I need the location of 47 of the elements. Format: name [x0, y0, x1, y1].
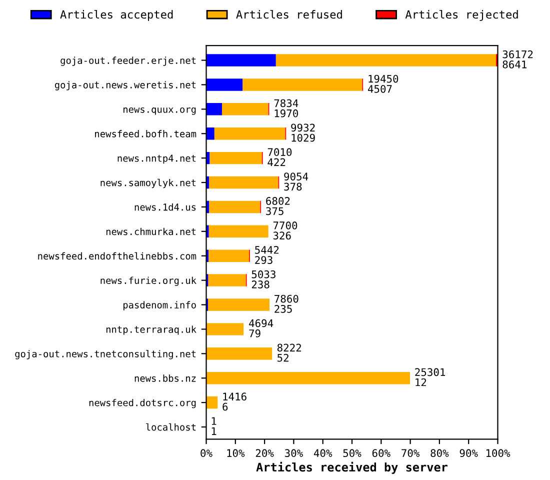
annotation: 7700 326	[273, 222, 298, 240]
annotation: 1 1	[212, 417, 216, 435]
y-tick-label: news.quux.org	[124, 107, 196, 115]
y-tick-label: news.chmurka.net	[106, 228, 196, 236]
annotation: 7834 1970	[274, 99, 298, 118]
x-tick-label: 90%	[460, 449, 478, 458]
annotation: 7010 422	[268, 148, 292, 166]
annotation: 25301 12	[415, 368, 446, 386]
x-tick-label: 20%	[256, 449, 274, 458]
y-tick-label: news.nntp4.net	[118, 154, 196, 164]
x-tick-label: 30%	[284, 449, 303, 458]
y-tick-label: newsfeed.bofh.team	[95, 130, 196, 138]
annotation: 5033 238	[252, 270, 276, 288]
x-tick-label: 40%	[314, 449, 332, 458]
y-tick-label: pasdenom.info	[123, 301, 196, 310]
x-tick-label: 100%	[486, 449, 510, 458]
annotation: 1416 6	[222, 392, 246, 411]
annotation: 9932 1029	[291, 124, 315, 142]
y-tick-label: goja-out.news.tnetconsulting.net	[15, 350, 196, 360]
x-tick-label: 10%	[227, 449, 245, 458]
legend-label: Articles rejected	[405, 10, 518, 21]
annotation: 8222 52	[277, 344, 301, 362]
y-tick-label: news.bbs.nz	[134, 374, 196, 382]
x-tick-label: 80%	[430, 449, 449, 458]
y-tick-label: news.furie.org.uk	[100, 276, 196, 286]
legend-label: Articles accepted	[60, 10, 173, 21]
annotation: 7860 235	[274, 294, 298, 313]
y-tick-label: goja-out.feeder.erje.net	[60, 56, 196, 66]
x-tick-label: 0%	[200, 449, 212, 458]
y-tick-label: goja-out.news.weretis.net	[54, 81, 196, 90]
annotation: 36172 8641	[502, 50, 533, 68]
y-tick-label: nntp.terraraq.uk	[106, 326, 196, 335]
x-axis-title: Articles received by server	[256, 462, 448, 474]
annotation: 6802 375	[266, 197, 290, 216]
annotation: 5442 293	[255, 246, 279, 264]
legend-label: Articles refused	[236, 10, 342, 19]
y-tick-label: newsfeed.dotsrc.org	[89, 398, 196, 408]
annotation: 9054 378	[284, 172, 308, 191]
x-tick-label: 50%	[343, 449, 362, 458]
y-tick-label: news.1d4.us	[134, 203, 196, 211]
annotation: 4694 79	[249, 319, 274, 338]
x-tick-label: 60%	[372, 449, 390, 458]
x-tick-label: 70%	[402, 449, 420, 458]
y-tick-label: news.samoylyk.net	[100, 178, 196, 188]
y-tick-label: newsfeed.endofthelinebbs.com	[38, 252, 196, 260]
y-tick-label: localhost	[146, 423, 196, 431]
annotation: 19450 4507	[368, 74, 398, 93]
